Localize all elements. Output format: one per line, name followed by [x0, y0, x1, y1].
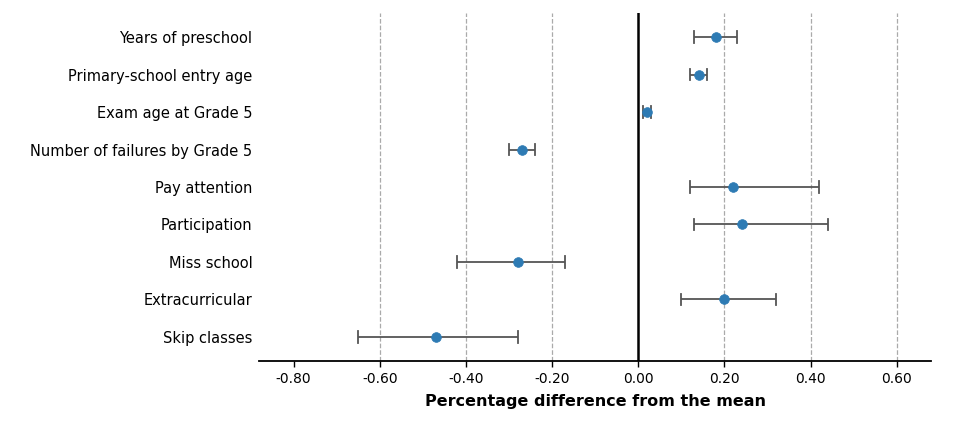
X-axis label: Percentage difference from the mean: Percentage difference from the mean	[424, 394, 766, 409]
